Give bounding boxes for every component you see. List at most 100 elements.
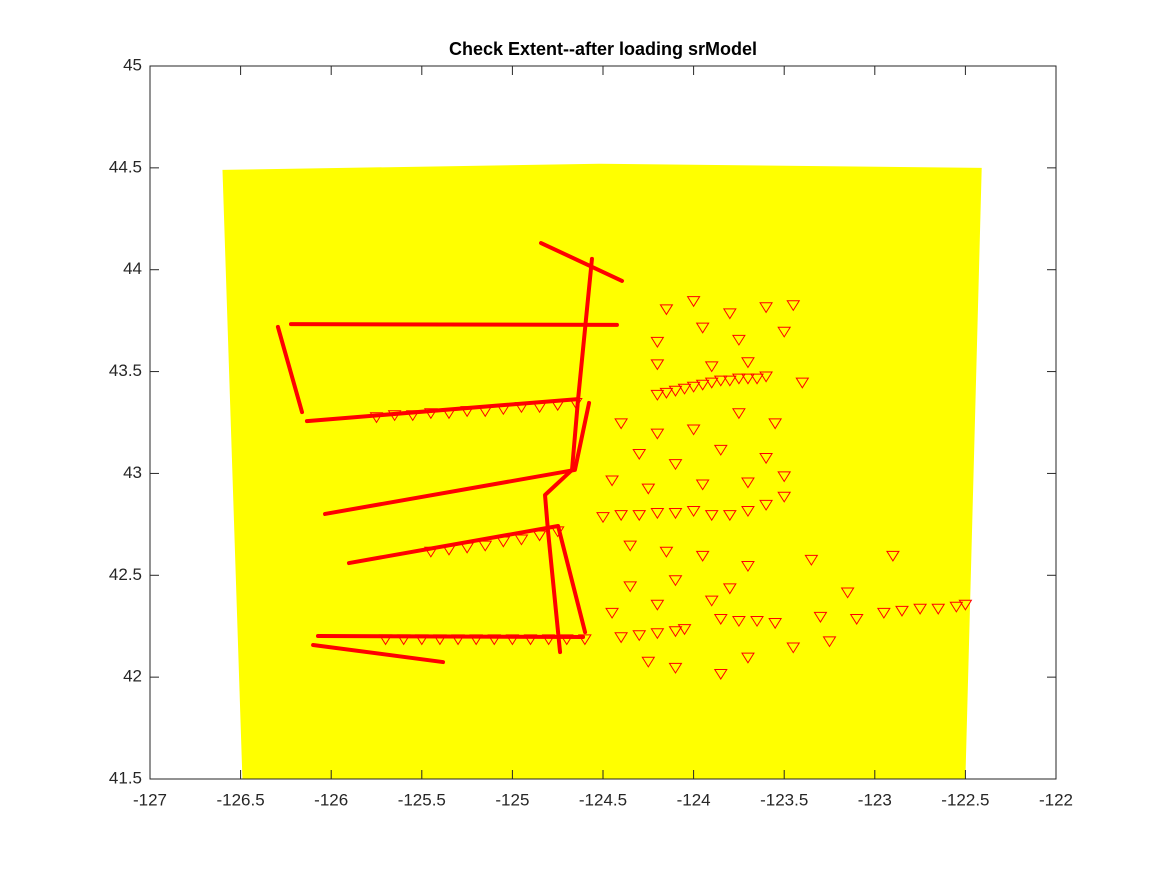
y-tick-label: 42.5 <box>109 565 142 584</box>
station-marker <box>741 477 755 489</box>
station-marker <box>414 634 429 646</box>
station-marker <box>623 581 638 593</box>
station-marker <box>559 634 574 646</box>
station-marker <box>741 652 755 664</box>
station-marker <box>759 453 773 465</box>
station-marker <box>650 389 665 401</box>
station-marker <box>741 357 755 369</box>
station-marker <box>442 544 456 556</box>
station-marker <box>605 607 619 619</box>
station-marker <box>632 448 647 461</box>
y-tick-label: 42 <box>123 667 142 686</box>
station-marker <box>913 603 928 615</box>
station-marker <box>396 634 411 646</box>
station-marker <box>659 304 674 316</box>
station-marker <box>795 377 810 389</box>
station-marker <box>731 408 746 420</box>
station-marker <box>614 632 629 644</box>
x-tick-label: -122 <box>1039 790 1073 809</box>
station-marker <box>722 375 737 387</box>
station-marker <box>704 595 719 607</box>
extent-patch <box>222 163 982 780</box>
station-marker <box>722 583 737 595</box>
station-marker <box>849 613 864 626</box>
station-marker <box>632 630 647 642</box>
station-marker <box>442 408 456 420</box>
station-marker <box>541 634 556 646</box>
station-marker <box>605 475 619 487</box>
station-marker <box>532 530 547 542</box>
station-marker <box>568 398 583 410</box>
y-tick-label: 44.5 <box>109 157 142 176</box>
station-marker <box>677 383 692 395</box>
station-marker <box>632 510 647 522</box>
station-marker <box>378 634 393 646</box>
chart-title: Check Extent--after loading srModel <box>449 39 757 59</box>
station-marker <box>722 510 737 522</box>
station-marker <box>722 308 737 320</box>
station-marker <box>886 550 900 562</box>
x-tick-label: -125.5 <box>398 790 446 809</box>
station-marker <box>804 554 819 566</box>
station-marker <box>949 601 964 613</box>
track-line <box>539 241 625 283</box>
x-tick-label: -122.5 <box>941 790 989 809</box>
station-marker <box>931 603 946 615</box>
station-marker <box>650 428 665 440</box>
station-marker <box>496 536 511 548</box>
y-tick-label: 45 <box>123 55 142 74</box>
x-tick-label: -126.5 <box>216 790 264 809</box>
y-tick-label: 43 <box>123 463 142 482</box>
station-marker <box>433 634 447 646</box>
station-marker <box>614 418 629 430</box>
station-marker <box>460 406 475 418</box>
y-tick-label: 41.5 <box>109 768 142 787</box>
station-marker <box>596 512 610 524</box>
x-tick-label: -123 <box>858 790 892 809</box>
station-marker <box>686 381 701 393</box>
station-marker <box>786 642 801 654</box>
station-marker <box>731 616 746 628</box>
station-marker <box>387 410 402 422</box>
station-marker <box>650 508 665 520</box>
station-marker <box>677 624 692 636</box>
x-tick-label: -124 <box>677 790 711 809</box>
station-marker <box>668 459 683 471</box>
station-marker <box>650 628 665 640</box>
track-line <box>288 322 619 327</box>
station-marker <box>813 611 828 623</box>
track-line <box>311 642 445 665</box>
station-marker <box>577 634 592 646</box>
station-marker <box>876 607 891 619</box>
station-marker <box>487 634 502 646</box>
station-marker <box>750 616 764 628</box>
station-marker <box>713 668 728 681</box>
station-marker <box>822 636 837 648</box>
station-marker <box>668 662 683 674</box>
station-marker <box>478 406 493 418</box>
station-marker <box>713 444 728 456</box>
station-marker <box>686 296 701 308</box>
station-marker <box>451 634 465 646</box>
station-marker <box>695 550 710 562</box>
station-marker <box>641 483 656 495</box>
station-marker <box>686 424 701 436</box>
station-marker <box>614 510 629 522</box>
station-marker <box>768 418 783 430</box>
y-tick-label: 44 <box>123 259 142 278</box>
station-marker <box>478 540 493 552</box>
station-marker <box>550 526 565 538</box>
track-line <box>346 523 588 635</box>
station-marker <box>704 377 719 389</box>
station-marker <box>650 599 665 611</box>
station-marker <box>713 375 728 387</box>
station-marker <box>668 575 683 587</box>
station-marker <box>650 336 665 348</box>
x-tick-label: -126 <box>314 790 348 809</box>
track-line <box>543 256 594 655</box>
station-marker <box>514 402 529 414</box>
station-marker <box>759 371 773 383</box>
station-marker <box>423 408 438 420</box>
station-marker <box>704 361 719 373</box>
